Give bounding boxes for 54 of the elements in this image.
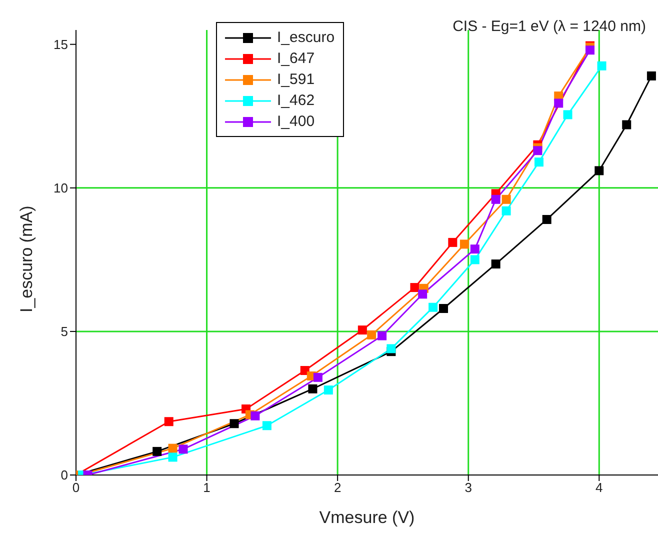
point <box>502 206 511 216</box>
x-tick-label: 2 <box>334 480 342 496</box>
point <box>585 46 594 55</box>
point <box>378 331 387 340</box>
point <box>168 444 178 453</box>
point <box>448 238 458 247</box>
chart-title: CIS - Eg=1 eV (λ = 1240 nm) <box>452 18 646 35</box>
legend-label: I_462 <box>277 92 315 109</box>
legend-label: I_647 <box>277 50 315 67</box>
point <box>428 302 438 312</box>
y-tick-label: 15 <box>54 36 68 52</box>
x-tick-label: 4 <box>596 480 603 496</box>
point <box>168 452 178 462</box>
point <box>324 386 333 395</box>
y-tick-label: 0 <box>60 468 68 483</box>
point <box>262 421 272 430</box>
x-axis-title: Vmesure (V) <box>319 508 415 527</box>
point <box>178 444 188 454</box>
point <box>491 259 500 268</box>
x-tick-label: 1 <box>203 480 210 496</box>
point <box>164 417 174 426</box>
point <box>152 446 162 456</box>
point <box>542 214 552 224</box>
y-tick-label: 5 <box>60 324 68 340</box>
point <box>367 330 376 340</box>
point <box>250 411 260 420</box>
point <box>358 326 367 335</box>
legend-label: I_escuro <box>277 29 335 46</box>
point <box>534 158 544 167</box>
point <box>313 372 322 382</box>
point <box>563 110 572 120</box>
x-tick-label: 0 <box>72 480 80 496</box>
point <box>308 384 318 394</box>
point <box>418 290 428 299</box>
point <box>597 61 606 70</box>
point <box>460 240 469 249</box>
x-tick-label: 3 <box>464 480 472 496</box>
point <box>410 283 420 292</box>
point <box>386 344 396 354</box>
point <box>439 304 448 313</box>
y-tick-label: 10 <box>54 180 68 196</box>
point <box>491 194 500 204</box>
point <box>230 419 239 428</box>
point <box>533 146 542 156</box>
point <box>470 244 480 254</box>
point <box>502 194 511 204</box>
point <box>470 255 480 264</box>
y-axis-title: I_escuro (mA) <box>17 206 36 312</box>
point <box>594 166 604 176</box>
legend-label: I_591 <box>277 71 315 88</box>
point <box>622 120 632 130</box>
point <box>646 71 656 80</box>
legend-label: I_400 <box>277 113 315 130</box>
point <box>554 98 564 108</box>
